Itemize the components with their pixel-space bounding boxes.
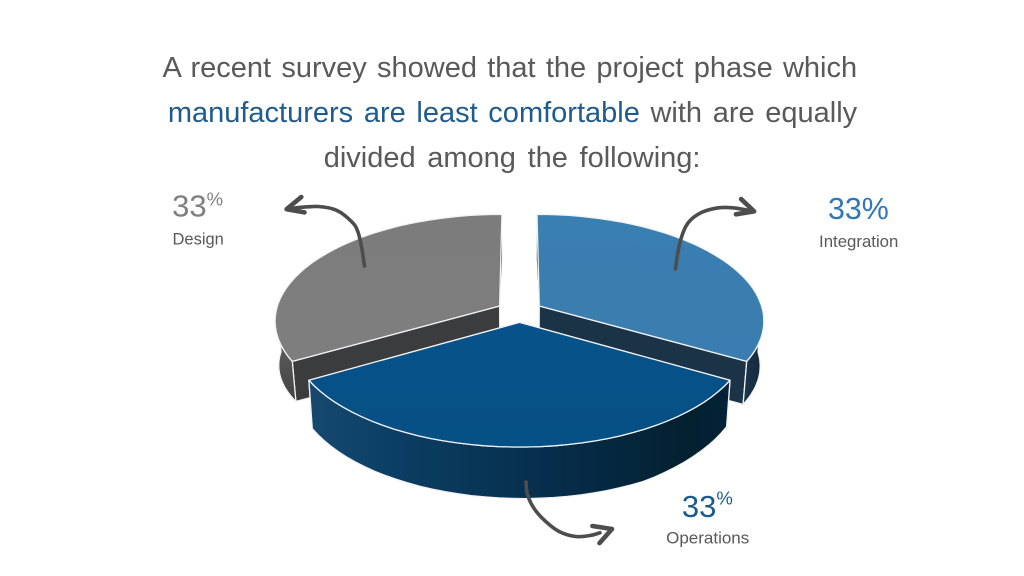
svg-text:A recent survey showed that th: A recent survey showed that the project … (162, 52, 857, 84)
svg-text:Design: Design (173, 231, 224, 249)
svg-text:divided among the following:: divided among the following: (324, 142, 701, 174)
svg-text:manufacturers are least comfor: manufacturers are least comfortable with… (168, 97, 858, 129)
svg-text:Integration: Integration (819, 232, 898, 251)
svg-text:Operations: Operations (666, 529, 749, 548)
svg-text:33%: 33% (828, 192, 889, 226)
